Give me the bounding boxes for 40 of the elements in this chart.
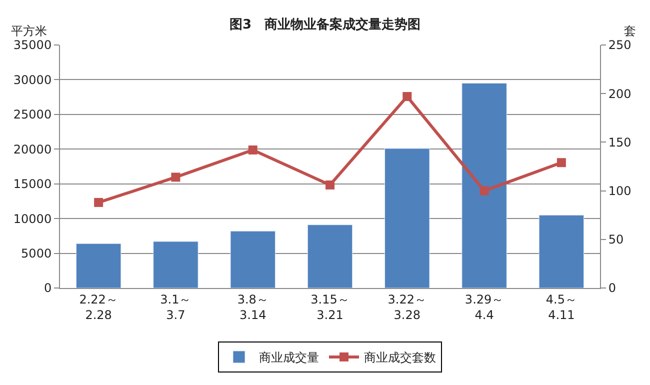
point — [94, 198, 104, 207]
y2-tick-label: 100 — [608, 184, 632, 198]
y-tick-label: 0 — [44, 281, 52, 296]
y2-tick-label: 0 — [608, 281, 616, 296]
y2-tick-label: 200 — [608, 86, 632, 101]
legend-label: 商业成交套数 — [364, 350, 436, 365]
y-tick-label: 15000 — [13, 177, 52, 192]
legend-label: 商业成交量 — [259, 350, 319, 365]
x-tick-label: 3.8～ 3.14 — [237, 292, 268, 322]
bar — [76, 243, 122, 288]
y2-axis-title: 套 — [624, 24, 636, 38]
x-tick-label: 4.5～ 4.11 — [546, 292, 577, 322]
y-tick-label: 30000 — [13, 72, 52, 87]
y-tick-label: 5000 — [21, 246, 52, 260]
bar — [230, 230, 276, 288]
x-tick-label: 3.29～ 4.4 — [464, 292, 504, 322]
point — [480, 186, 489, 196]
bar — [307, 224, 353, 288]
point — [248, 145, 258, 154]
point — [556, 158, 566, 168]
point — [402, 92, 412, 102]
y2-tick-label: 50 — [608, 232, 624, 247]
x-tick-label: 3.22～ 3.28 — [388, 292, 426, 322]
point — [171, 172, 180, 182]
y-tick-label: 20000 — [13, 142, 52, 156]
y2-tick-label: 150 — [608, 135, 632, 150]
y-axis-title: 平方米 — [11, 24, 47, 38]
y-tick-label: 35000 — [13, 38, 52, 52]
x-tick-label: 2.22～ 2.28 — [79, 292, 118, 322]
y-tick-label: 10000 — [13, 212, 52, 226]
y-tick-label: 25000 — [13, 108, 52, 122]
x-tick-label: 3.15～ 3.21 — [310, 292, 350, 322]
chart-title: 图3 商业物业备案成交量走势图 — [229, 16, 421, 32]
bar — [384, 148, 430, 288]
bar — [462, 82, 507, 288]
bar — [153, 241, 198, 288]
y2-tick-label: 250 — [608, 38, 632, 52]
bar — [538, 214, 584, 288]
x-tick-label: 3.1～ 3.7 — [160, 292, 192, 322]
point — [326, 180, 334, 190]
